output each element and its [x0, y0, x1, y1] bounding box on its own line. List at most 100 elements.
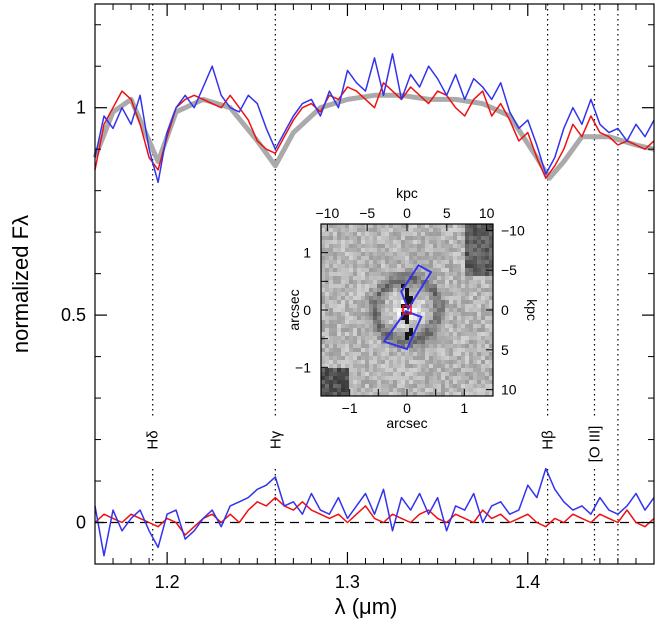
inset-pixel	[441, 268, 446, 273]
inset-pixel	[469, 392, 474, 397]
inset-pixel	[321, 232, 326, 237]
inset-pixel	[341, 224, 346, 229]
inset-pixel	[381, 352, 386, 357]
inset-pixel	[465, 388, 470, 393]
inset-pixel	[341, 248, 346, 253]
inset-pixel	[321, 248, 326, 253]
inset-pixel	[433, 248, 438, 253]
inset-pixel	[357, 316, 362, 321]
inset-pixel	[437, 348, 442, 353]
inset-pixel	[389, 360, 394, 365]
inset-pixel	[437, 364, 442, 369]
inset-pixel	[473, 264, 478, 269]
inset-pixel	[437, 340, 442, 345]
inset-pixel	[461, 288, 466, 293]
inset-pixel	[413, 264, 418, 269]
inset-pixel	[365, 288, 370, 293]
inset-pixel	[325, 260, 330, 265]
inset-pixel	[345, 388, 350, 393]
inset-pixel	[357, 224, 362, 229]
inset-pixel	[341, 304, 346, 309]
inset-pixel	[417, 356, 422, 361]
inset-pixel	[477, 344, 482, 349]
inset-pixel	[357, 260, 362, 265]
inset-pixel	[345, 280, 350, 285]
inset-pixel	[389, 228, 394, 233]
inset-pixel	[461, 228, 466, 233]
inset-pixel	[357, 284, 362, 289]
inset-pixel	[369, 276, 374, 281]
inset-pixel	[357, 356, 362, 361]
inset-pixel	[321, 288, 326, 293]
inset-pixel	[329, 228, 334, 233]
inset-pixel	[465, 372, 470, 377]
inset-pixel	[405, 352, 410, 357]
inset-pixel	[385, 260, 390, 265]
inset-pixel	[357, 268, 362, 273]
inset-pixel	[341, 344, 346, 349]
inset-pixel	[361, 384, 366, 389]
inset-pixel	[441, 292, 446, 297]
inset-pixel	[377, 332, 382, 337]
inset-pixel	[473, 324, 478, 329]
inset-pixel	[457, 300, 462, 305]
inset-pixel	[385, 308, 390, 313]
inset-pixel	[409, 272, 414, 277]
inset-pixel	[393, 352, 398, 357]
inset-pixel	[473, 272, 478, 277]
inset-pixel	[425, 344, 430, 349]
inset-pixel	[449, 308, 454, 313]
inset-pixel	[381, 376, 386, 381]
inset-pixel	[389, 316, 394, 321]
inset-pixel	[457, 224, 462, 229]
inset-pixel	[421, 320, 426, 325]
inset-pixel	[365, 356, 370, 361]
inset-pixel	[421, 240, 426, 245]
inset-pixel	[457, 380, 462, 385]
inset-pixel	[345, 344, 350, 349]
inset-pixel	[369, 292, 374, 297]
inset-pixel	[413, 380, 418, 385]
inset-pixel	[345, 376, 350, 381]
inset-pixel	[321, 264, 326, 269]
inset-pixel	[409, 264, 414, 269]
inset-pixel	[397, 316, 402, 321]
inset-pixel	[457, 260, 462, 265]
inset-pixel	[429, 316, 434, 321]
inset-pixel	[345, 268, 350, 273]
inset-pixel	[429, 280, 434, 285]
inset-pixel	[461, 292, 466, 297]
inset-pixel	[445, 352, 450, 357]
inset-pixel	[397, 332, 402, 337]
inset-pixel	[385, 244, 390, 249]
inset-pixel	[441, 368, 446, 373]
inset-pixel	[437, 360, 442, 365]
inset-pixel	[373, 380, 378, 385]
inset-pixel	[341, 324, 346, 329]
inset-pixel	[489, 296, 494, 301]
inset-pixel	[445, 336, 450, 341]
inset-pixel	[405, 256, 410, 261]
inset-pixel	[433, 336, 438, 341]
inset-image	[321, 224, 494, 397]
inset-pixel	[485, 280, 490, 285]
inset-pixel	[373, 228, 378, 233]
inset-pixel	[353, 380, 358, 385]
inset-pixel	[421, 328, 426, 333]
inset-pixel	[393, 360, 398, 365]
inset-pixel	[477, 380, 482, 385]
inset-pixel	[473, 240, 478, 245]
inset-pixel	[369, 308, 374, 313]
inset-pixel	[425, 256, 430, 261]
inset-pixel	[413, 360, 418, 365]
inset-pixel	[337, 268, 342, 273]
inset-pixel	[413, 304, 418, 309]
inset-pixel	[357, 320, 362, 325]
inset-pixel	[457, 384, 462, 389]
inset-pixel	[333, 276, 338, 281]
inset-pixel	[485, 340, 490, 345]
inset-pixel	[441, 300, 446, 305]
inset-pixel	[333, 228, 338, 233]
inset-pixel	[481, 248, 486, 253]
inset-pixel	[445, 260, 450, 265]
